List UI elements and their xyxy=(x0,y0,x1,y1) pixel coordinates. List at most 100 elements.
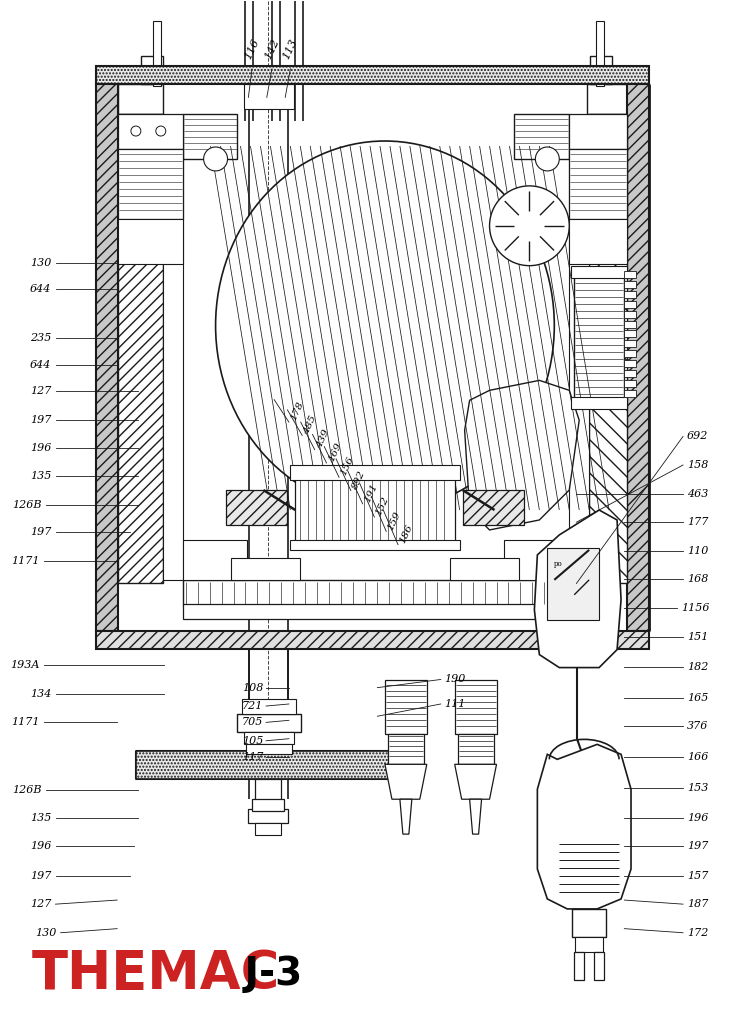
Text: 196: 196 xyxy=(687,813,708,823)
Text: 110: 110 xyxy=(687,546,708,556)
Text: 197: 197 xyxy=(30,870,52,881)
Text: 127: 127 xyxy=(30,386,52,396)
Text: po: po xyxy=(554,560,563,568)
Text: 135: 135 xyxy=(30,813,52,823)
Bar xyxy=(252,799,284,811)
Text: 105: 105 xyxy=(242,736,263,745)
Bar xyxy=(255,823,281,836)
Bar xyxy=(295,470,454,545)
Bar xyxy=(514,114,569,159)
Text: 892: 892 xyxy=(351,469,367,490)
Bar xyxy=(243,699,296,715)
Bar xyxy=(183,580,571,605)
Bar xyxy=(246,744,292,755)
Bar xyxy=(118,84,163,114)
Text: 644: 644 xyxy=(30,285,52,294)
Bar xyxy=(290,540,460,550)
Text: 151: 151 xyxy=(687,632,708,642)
Text: 130: 130 xyxy=(36,928,57,938)
Text: 152: 152 xyxy=(374,496,391,517)
Text: 196: 196 xyxy=(30,841,52,851)
Text: 190: 190 xyxy=(444,675,465,684)
Text: 187: 187 xyxy=(687,899,708,909)
Bar xyxy=(574,951,584,980)
Bar xyxy=(624,331,636,338)
Text: 191: 191 xyxy=(363,482,379,504)
Bar xyxy=(627,84,649,631)
Bar xyxy=(624,371,636,378)
Bar xyxy=(385,680,427,734)
Bar xyxy=(457,734,494,764)
Bar xyxy=(118,219,183,263)
Text: 111: 111 xyxy=(444,699,465,709)
Bar xyxy=(587,84,632,114)
Text: 705: 705 xyxy=(242,718,263,727)
Text: 177: 177 xyxy=(687,517,708,527)
Bar xyxy=(183,114,238,159)
Bar xyxy=(118,148,183,219)
Bar xyxy=(118,114,163,583)
Text: 439: 439 xyxy=(314,428,332,450)
Bar xyxy=(624,281,636,288)
Bar xyxy=(255,779,281,809)
Text: 156: 156 xyxy=(339,456,356,477)
Text: 158: 158 xyxy=(687,460,708,470)
Circle shape xyxy=(535,147,559,171)
Text: 182: 182 xyxy=(687,663,708,672)
Bar xyxy=(249,809,289,823)
Bar xyxy=(594,951,604,980)
Polygon shape xyxy=(385,764,427,799)
Bar xyxy=(450,558,519,580)
Text: 116: 116 xyxy=(243,37,261,60)
Bar xyxy=(183,540,247,580)
Text: 463: 463 xyxy=(687,488,708,499)
Text: 692: 692 xyxy=(687,431,708,441)
Bar xyxy=(624,291,636,298)
Polygon shape xyxy=(400,799,412,835)
Circle shape xyxy=(131,126,141,136)
Bar xyxy=(571,265,627,278)
Text: 113: 113 xyxy=(281,37,300,60)
Bar xyxy=(569,121,589,580)
Ellipse shape xyxy=(490,186,569,265)
Text: 644: 644 xyxy=(30,360,52,370)
Text: 134: 134 xyxy=(30,689,52,698)
Bar xyxy=(624,270,636,278)
Bar xyxy=(624,310,636,317)
Text: 1156: 1156 xyxy=(681,603,710,613)
Bar xyxy=(388,734,424,764)
Text: 157: 157 xyxy=(687,870,708,881)
Bar xyxy=(624,301,636,307)
Text: 130: 130 xyxy=(30,258,52,268)
Text: 186: 186 xyxy=(398,523,414,545)
Bar xyxy=(226,490,287,525)
Text: 1171: 1171 xyxy=(11,718,40,727)
Bar xyxy=(569,148,627,219)
Text: 196: 196 xyxy=(30,442,52,453)
Bar xyxy=(153,22,161,86)
Bar xyxy=(244,84,295,110)
Bar xyxy=(141,56,163,84)
Bar xyxy=(231,558,300,580)
Polygon shape xyxy=(537,744,631,909)
Text: 108: 108 xyxy=(242,683,263,692)
Text: 166: 166 xyxy=(687,752,708,762)
Polygon shape xyxy=(534,510,621,668)
Polygon shape xyxy=(454,764,497,799)
Bar xyxy=(575,937,603,951)
Bar xyxy=(462,490,525,525)
Text: J-3: J-3 xyxy=(231,954,302,992)
Bar xyxy=(118,114,183,148)
Polygon shape xyxy=(465,380,579,530)
Text: 153: 153 xyxy=(687,782,708,793)
Text: 235: 235 xyxy=(30,334,52,343)
Text: 1171: 1171 xyxy=(11,556,40,566)
Bar xyxy=(596,22,604,86)
Bar xyxy=(624,380,636,387)
Text: 117: 117 xyxy=(242,752,263,762)
Bar xyxy=(505,540,569,580)
Bar xyxy=(624,350,636,357)
Bar xyxy=(183,604,571,618)
Bar xyxy=(454,680,497,734)
Circle shape xyxy=(156,126,166,136)
